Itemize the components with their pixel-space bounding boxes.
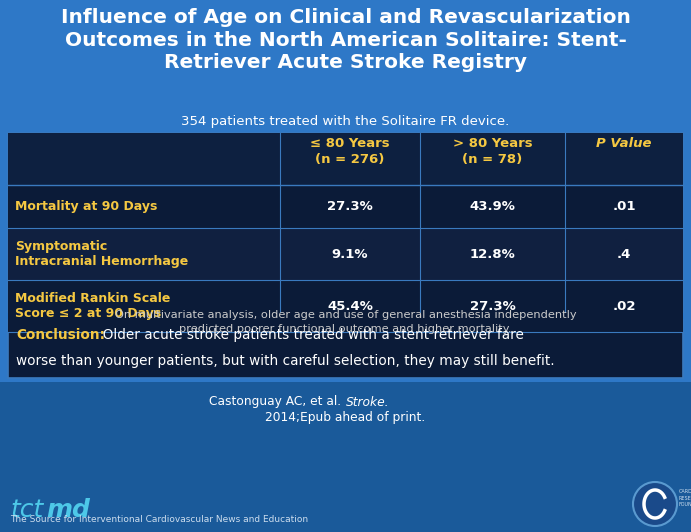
Text: tct: tct bbox=[10, 498, 44, 522]
Text: > 80 Years
(n = 78): > 80 Years (n = 78) bbox=[453, 137, 532, 165]
Text: .4: .4 bbox=[617, 247, 631, 261]
Text: .01: .01 bbox=[612, 200, 636, 213]
Text: On multivariate analysis, older age and use of general anesthesia independently
: On multivariate analysis, older age and … bbox=[115, 310, 576, 334]
Bar bbox=[8, 185, 683, 228]
Bar bbox=[8, 312, 683, 332]
Text: worse than younger patients, but with careful selection, they may still benefit.: worse than younger patients, but with ca… bbox=[16, 354, 555, 368]
Text: Symptomatic
Intracranial Hemorrhage: Symptomatic Intracranial Hemorrhage bbox=[15, 240, 188, 268]
Bar bbox=[8, 133, 683, 185]
Text: 9.1%: 9.1% bbox=[332, 247, 368, 261]
Text: md: md bbox=[46, 498, 90, 522]
Text: 27.3%: 27.3% bbox=[470, 300, 515, 312]
Text: .02: .02 bbox=[612, 300, 636, 312]
Text: 45.4%: 45.4% bbox=[327, 300, 373, 312]
Bar bbox=[8, 280, 683, 332]
Bar bbox=[8, 228, 683, 280]
Text: 354 patients treated with the Solitaire FR device.: 354 patients treated with the Solitaire … bbox=[181, 115, 510, 128]
Text: Stroke.: Stroke. bbox=[346, 395, 389, 409]
Text: 43.9%: 43.9% bbox=[470, 200, 515, 213]
Bar bbox=[8, 320, 683, 378]
Bar bbox=[0, 382, 691, 532]
Bar bbox=[8, 133, 683, 312]
Text: Older acute stroke patients treated with a stent retriever fare: Older acute stroke patients treated with… bbox=[94, 328, 524, 342]
Text: Influence of Age on Clinical and Revascularization
Outcomes in the North America: Influence of Age on Clinical and Revascu… bbox=[61, 8, 630, 72]
Text: Conclusion:: Conclusion: bbox=[16, 328, 105, 342]
Text: 12.8%: 12.8% bbox=[470, 247, 515, 261]
Text: ≤ 80 Years
(n = 276): ≤ 80 Years (n = 276) bbox=[310, 137, 390, 165]
Text: Mortality at 90 Days: Mortality at 90 Days bbox=[15, 200, 158, 213]
Text: Modified Rankin Scale
Score ≤ 2 at 90 Days: Modified Rankin Scale Score ≤ 2 at 90 Da… bbox=[15, 292, 171, 320]
Text: Castonguay AC, et al.: Castonguay AC, et al. bbox=[209, 395, 346, 409]
Text: CARDIOVASCULAR
RESEARCH
FOUNDATION: CARDIOVASCULAR RESEARCH FOUNDATION bbox=[679, 489, 691, 506]
Text: P Value: P Value bbox=[596, 137, 652, 150]
Text: The Source for Interventional Cardiovascular News and Education: The Source for Interventional Cardiovasc… bbox=[10, 515, 308, 524]
Circle shape bbox=[633, 482, 677, 526]
Text: 27.3%: 27.3% bbox=[327, 200, 373, 213]
Text: 2014;Epub ahead of print.: 2014;Epub ahead of print. bbox=[265, 411, 426, 423]
